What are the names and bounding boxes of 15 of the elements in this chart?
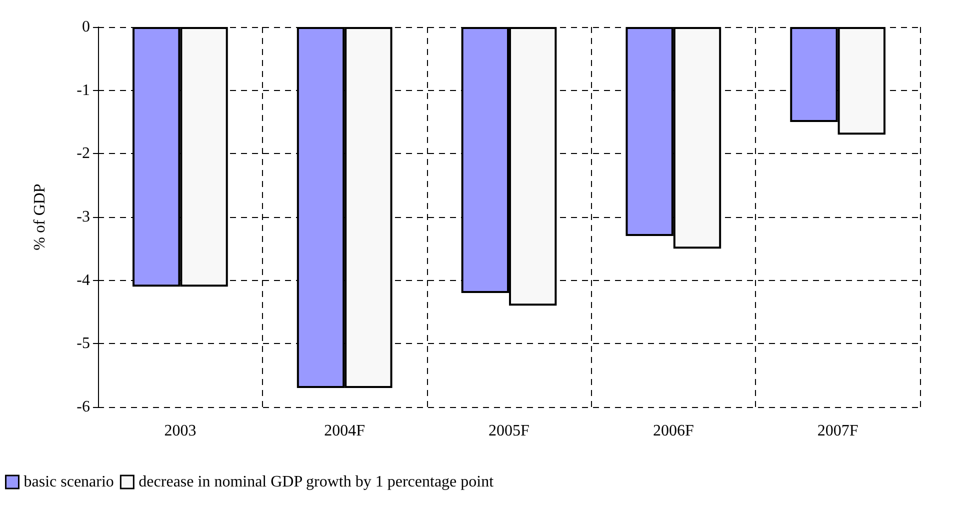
y-tick-label: -4 — [76, 272, 90, 289]
x-tick-label: 2007F — [817, 422, 858, 440]
x-tick-label: 2006F — [652, 422, 694, 440]
x-tick-label: 2004F — [324, 422, 366, 440]
y-tick-label: -1 — [76, 82, 90, 99]
x-tick-label: 2005F — [488, 422, 530, 440]
y-tick-label: -5 — [76, 335, 90, 352]
legend-label: basic scenario — [24, 474, 114, 490]
y-tick-label: -2 — [76, 145, 90, 162]
x-tick-label: 2003 — [164, 422, 196, 440]
y-tick-label: 0 — [82, 18, 90, 36]
y-axis-title: % of GDP — [32, 184, 48, 250]
legend-label: decrease in nominal GDP growth by 1 percentage point — [138, 474, 494, 490]
y-tick-label: -6 — [76, 398, 90, 416]
y-tick-label: -3 — [76, 208, 90, 226]
